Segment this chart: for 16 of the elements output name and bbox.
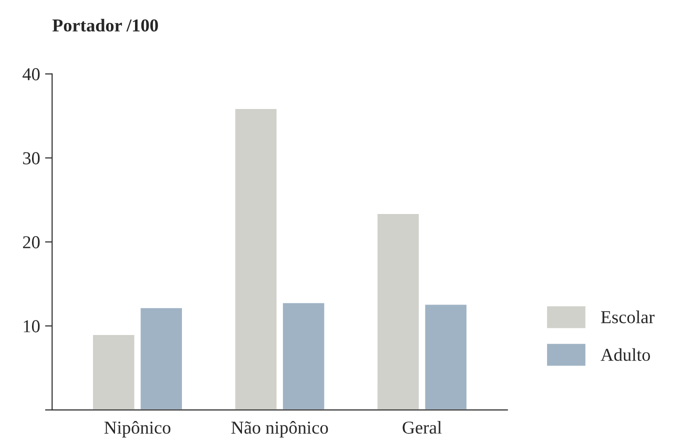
y-tick-label: 40 — [22, 68, 40, 80]
legend-label: Adulto — [600, 348, 650, 361]
bar — [234, 108, 278, 410]
chart-title: Portador /100 — [52, 18, 158, 32]
bar — [282, 302, 326, 410]
x-tick-label: Geral — [402, 421, 442, 434]
bar — [139, 306, 184, 410]
y-tick-label: 10 — [24, 320, 40, 332]
y-tick-label: 20 — [23, 236, 40, 248]
legend-label: Escolar — [601, 310, 655, 324]
y-tick-label: 30 — [23, 152, 40, 164]
bar — [376, 212, 420, 410]
x-tick-label: Não nipônico — [231, 421, 328, 438]
bar — [424, 303, 468, 410]
bar — [92, 334, 136, 410]
x-tick-label: Nipônico — [104, 421, 170, 438]
